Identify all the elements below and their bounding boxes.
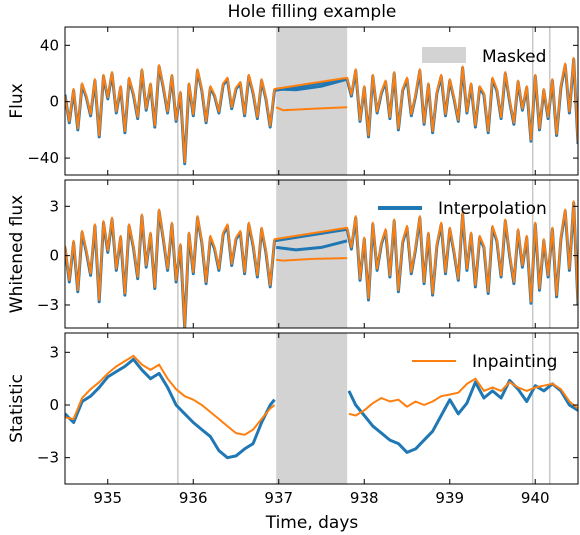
y-tick-label: 0 <box>49 93 59 111</box>
chart-title: Hole filling example <box>228 2 397 22</box>
x-tick-label: 935 <box>93 489 122 507</box>
legend-0: Masked <box>422 47 546 67</box>
legend-label: Interpolation <box>438 199 547 219</box>
y-tick-label: 40 <box>40 36 59 54</box>
series-line-inpainting <box>65 354 578 436</box>
y-tick-label: −3 <box>37 296 59 314</box>
gap-fill-line-inpainting <box>276 257 348 262</box>
series-group <box>65 200 578 328</box>
y-tick-label: 0 <box>49 396 59 414</box>
masked-region <box>276 333 348 484</box>
masked-region <box>276 27 348 175</box>
y-axis-label: Flux <box>7 83 27 118</box>
series-line-inpainting <box>65 57 578 164</box>
panel-0: −40 0 40 Flux <box>7 26 579 176</box>
panel-2: −3 0 3 935 936 937 938 939 940 Statistic <box>7 332 579 507</box>
y-tick-label: −3 <box>37 449 59 467</box>
legend-label: Inpainting <box>472 352 557 372</box>
y-tick-label: 3 <box>49 343 59 361</box>
gap-fill-line-inpainting <box>275 106 348 112</box>
y-axis-label: Whitened flux <box>7 195 27 313</box>
y-axis-label: Statistic <box>7 374 27 443</box>
series-line-interpolation <box>65 357 578 460</box>
legend-swatch-masked <box>422 47 466 63</box>
axes-frame <box>64 332 579 485</box>
legend-1: Interpolation <box>378 199 547 219</box>
legend-label: Masked <box>482 47 546 67</box>
y-tick-label: 3 <box>49 197 59 215</box>
gap-fill-line-interpolation <box>276 239 348 252</box>
panel-1: −3 0 3 Whitened flux <box>7 179 579 329</box>
masked-region <box>276 180 348 328</box>
x-tick-label: 937 <box>264 489 293 507</box>
series-group <box>65 354 578 460</box>
legend-2: Inpainting <box>412 352 557 372</box>
x-tick-label: 939 <box>435 489 464 507</box>
y-tick-label: 0 <box>49 247 59 265</box>
x-tick-label: 940 <box>521 489 550 507</box>
axes-frame <box>64 179 579 329</box>
x-axis-label: Time, days <box>265 513 359 533</box>
panels: −40 0 40 Flux −3 0 3 Whitened flux −3 0 3 935 936 937… <box>7 26 579 507</box>
gap-fill-line-interpolation <box>276 77 348 92</box>
x-tick-label: 936 <box>179 489 208 507</box>
x-tick-label: 938 <box>350 489 379 507</box>
series-group <box>65 57 578 166</box>
y-tick-label: −40 <box>27 149 59 167</box>
series-line-inpainting <box>65 200 578 328</box>
axes-frame <box>64 26 579 176</box>
